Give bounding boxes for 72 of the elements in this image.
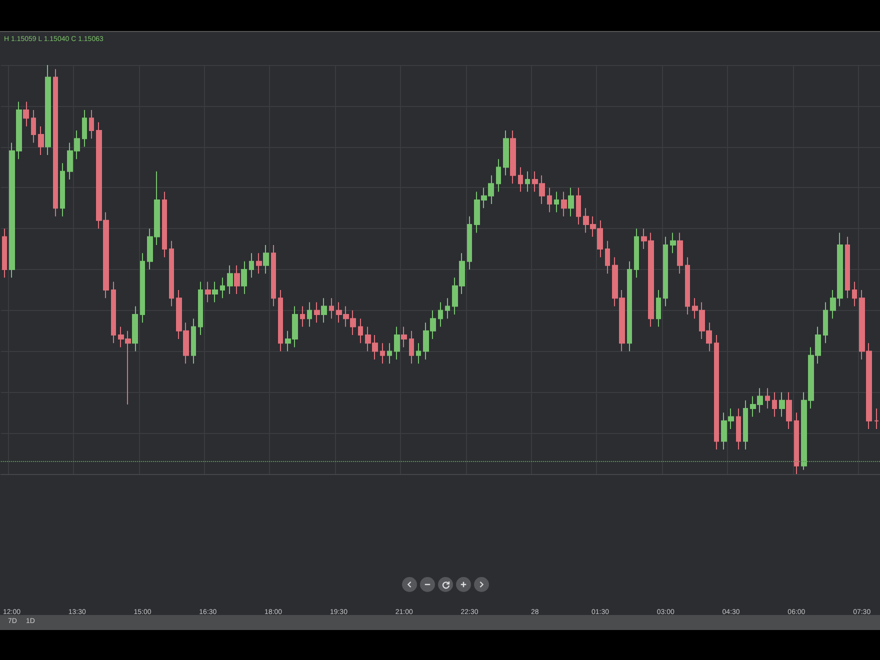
candlestick	[191, 318, 196, 364]
candlestick	[169, 240, 174, 307]
candlestick	[467, 216, 472, 270]
candlestick	[438, 302, 443, 328]
candlestick	[394, 326, 400, 360]
candlestick	[416, 342, 421, 364]
candlestick	[518, 166, 523, 192]
candlestick	[765, 388, 770, 410]
candlestick	[307, 302, 312, 328]
candlestick	[714, 334, 719, 450]
candlestick	[779, 392, 785, 418]
candlestick	[23, 101, 29, 127]
candlestick	[561, 191, 567, 217]
candlestick	[743, 400, 748, 450]
candlestick	[60, 162, 65, 217]
candlestick	[321, 298, 327, 324]
candlestick	[510, 130, 516, 184]
candlestick	[547, 187, 552, 213]
candlestick	[387, 342, 392, 364]
candlestick	[823, 302, 828, 344]
candlestick	[300, 306, 305, 328]
candlestick	[2, 228, 7, 278]
candlestick	[314, 302, 320, 324]
candlestick	[568, 187, 574, 217]
candlestick	[162, 191, 167, 258]
candlestick	[401, 326, 407, 348]
candlestick	[278, 289, 283, 352]
candlestick	[772, 392, 777, 418]
candlestick	[554, 191, 559, 213]
candlestick	[794, 412, 799, 474]
candlestick	[525, 170, 530, 192]
candlestick	[241, 260, 247, 295]
candlestick	[53, 68, 58, 217]
candlestick	[227, 264, 233, 295]
candlestick	[45, 64, 51, 156]
candlestick	[82, 109, 87, 148]
candlestick	[111, 281, 116, 344]
candlestick	[256, 252, 262, 274]
candlestick	[663, 236, 668, 307]
candlestick	[263, 244, 269, 274]
candlestick	[845, 236, 850, 299]
candlestick	[234, 264, 240, 295]
candlestick	[627, 260, 632, 352]
candlestick	[670, 232, 676, 254]
candlestick	[220, 277, 225, 299]
candlestick	[89, 109, 94, 140]
candlestick	[634, 228, 639, 278]
candlestick	[271, 244, 276, 307]
candlestick	[409, 330, 414, 364]
candlestick	[212, 281, 218, 303]
candlestick	[132, 306, 138, 352]
candlestick	[358, 318, 363, 344]
candlestick	[249, 252, 254, 278]
candlestick	[677, 232, 683, 274]
candlestick	[496, 158, 501, 192]
candlestick	[576, 187, 581, 226]
candlestick	[852, 281, 857, 307]
candlestick	[786, 392, 792, 430]
candlestick	[380, 342, 385, 364]
candlestick	[31, 109, 36, 144]
candlestick	[874, 408, 879, 430]
candlestick	[605, 240, 610, 274]
candlestick	[685, 256, 690, 315]
candlestick	[205, 281, 211, 303]
candlestick	[329, 298, 334, 320]
candlestick	[198, 281, 203, 336]
candlestick	[140, 252, 145, 324]
candlestick	[38, 126, 44, 156]
candlestick	[656, 289, 661, 328]
candlestick	[736, 408, 741, 450]
candlestick	[503, 130, 509, 176]
candlestick	[445, 298, 450, 320]
